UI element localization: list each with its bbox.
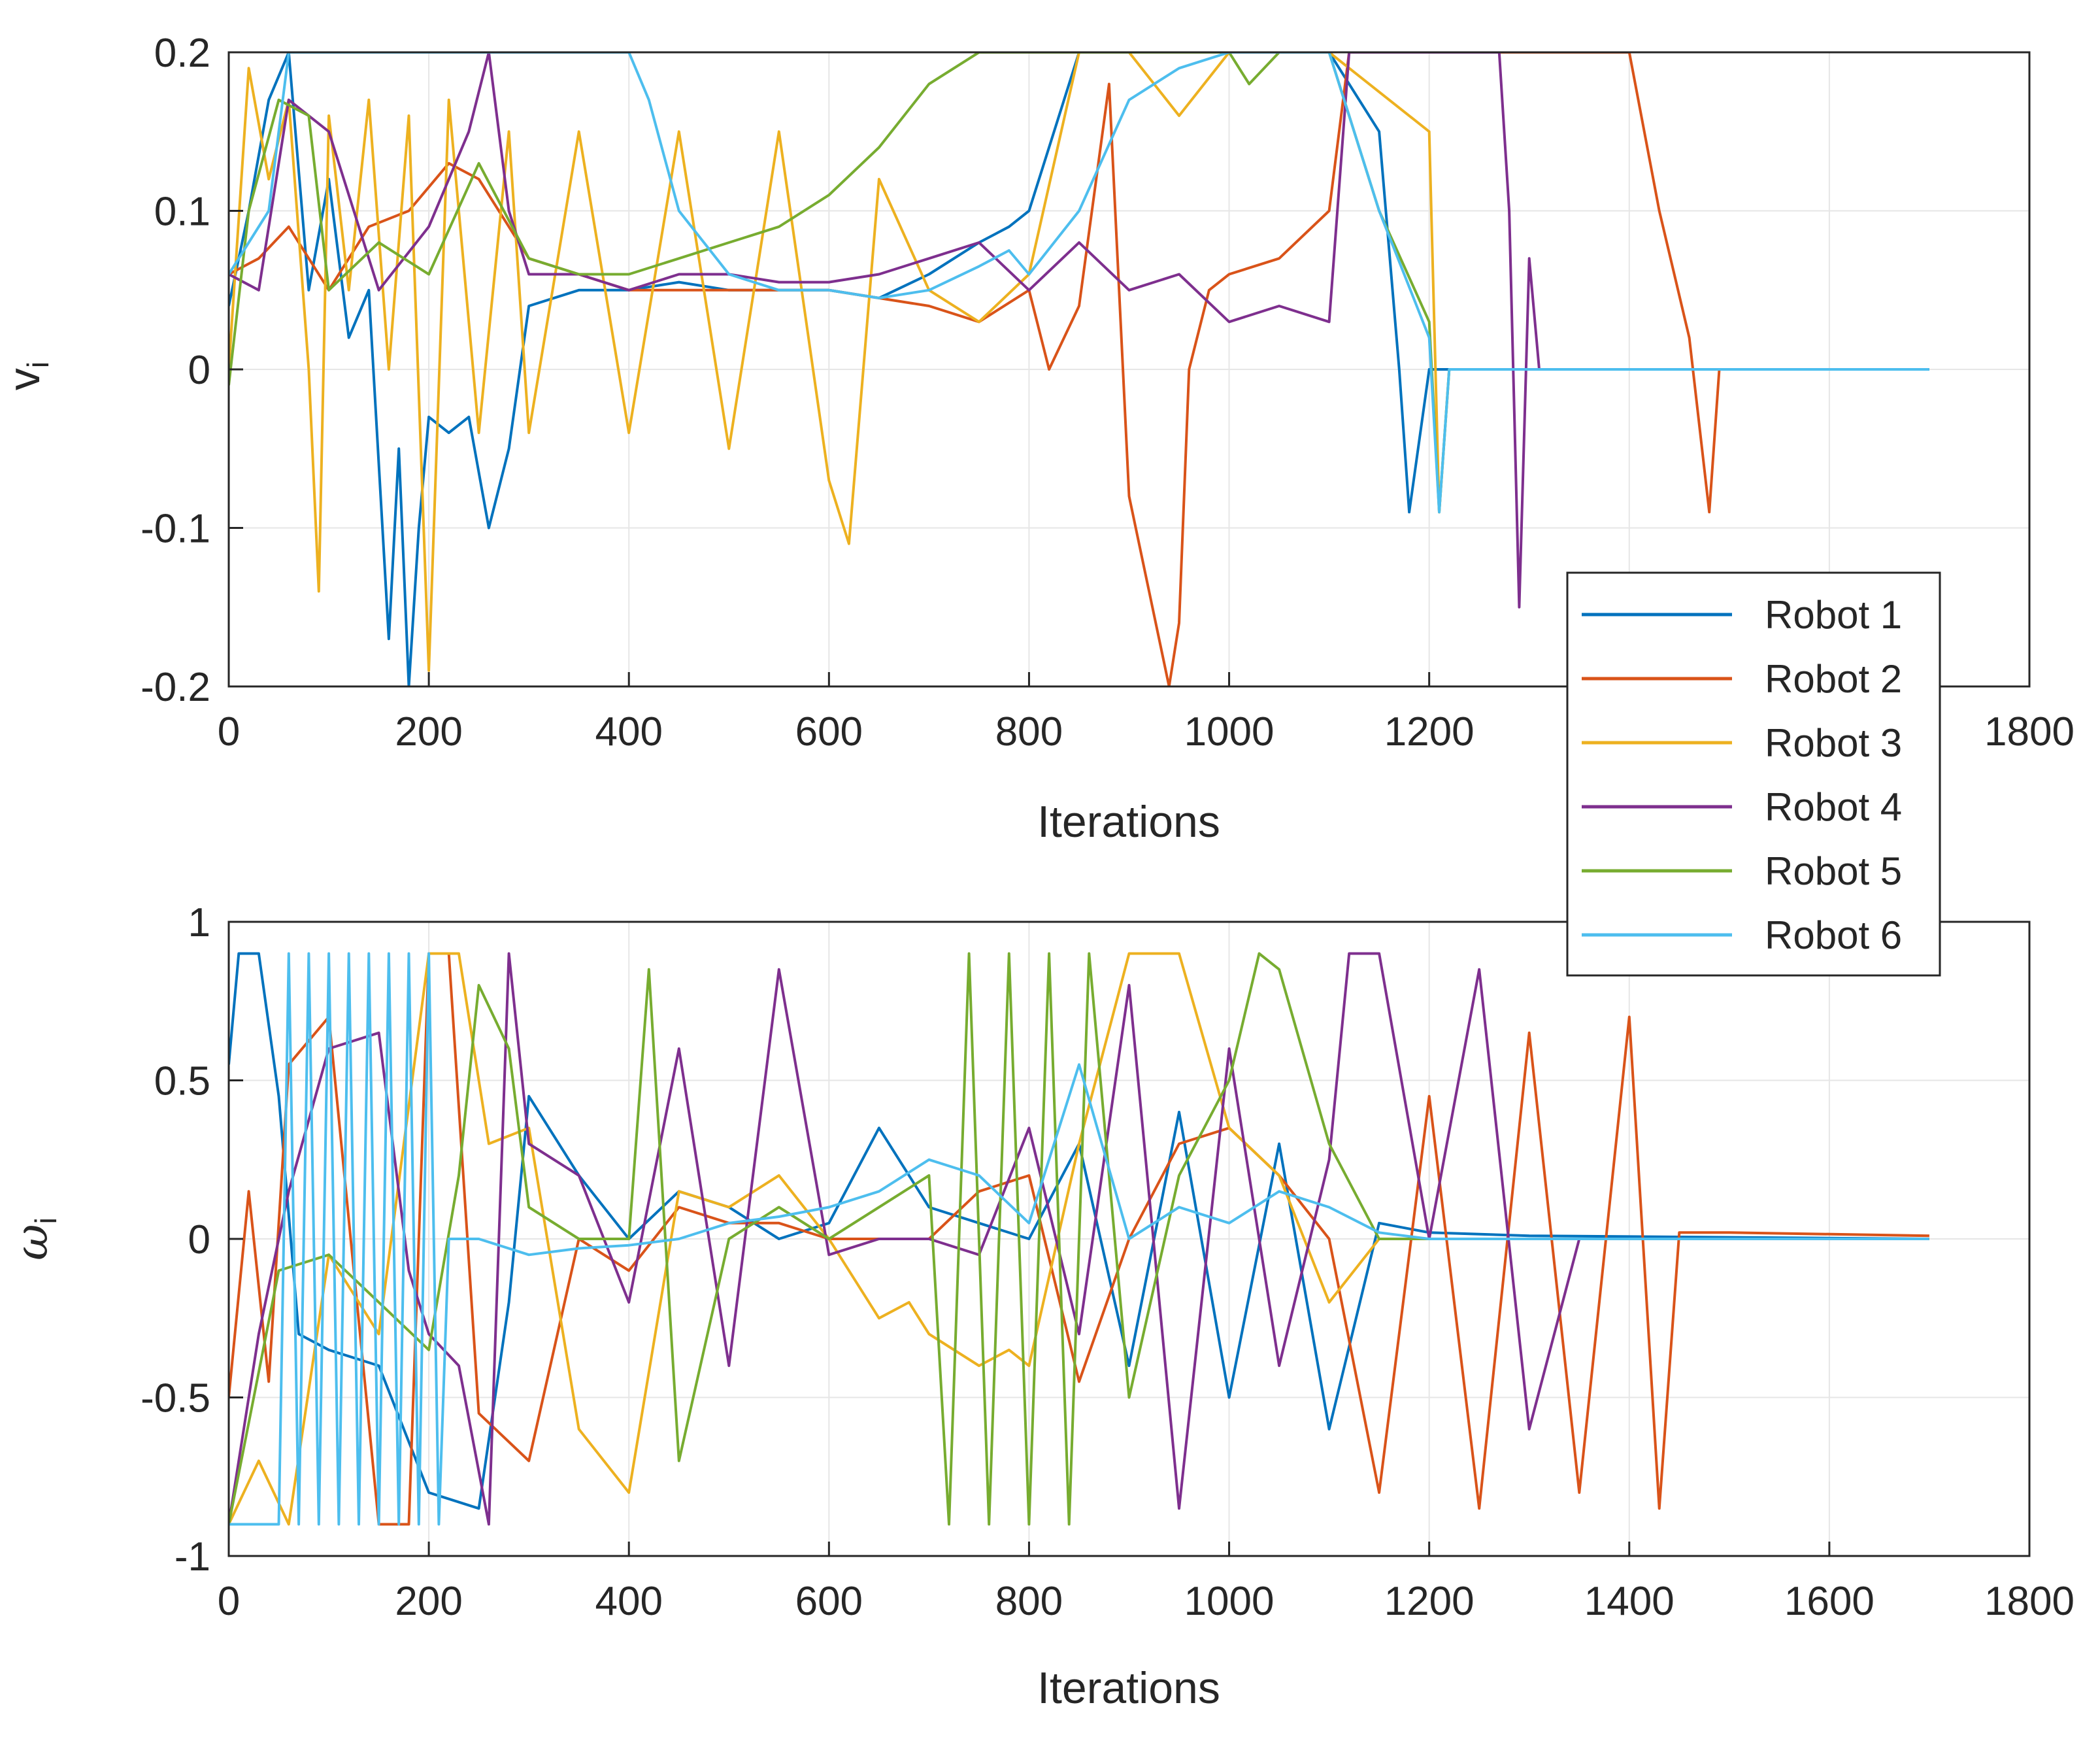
top-x-tick-label: 800 <box>995 709 1063 754</box>
top-x-tick-label: 1200 <box>1384 709 1475 754</box>
top-y-tick-label: -0.1 <box>141 507 210 552</box>
top-x-tick-label: 1000 <box>1184 709 1275 754</box>
legend-box <box>1566 571 1941 977</box>
legend: Robot 1 Robot 2 Robot 3 Robot 4 Robot 5 Robot… <box>1566 571 1941 977</box>
bottom-x-tick-label: 400 <box>595 1579 662 1624</box>
top-series-line-robot-5 <box>229 52 1451 514</box>
bottom-x-tick-label: 1800 <box>1984 1579 2075 1624</box>
legend-label-robot-6: Robot 6 <box>1765 913 1902 957</box>
bottom-y-tick-label: 1 <box>188 900 210 945</box>
bottom-x-tick-label: 600 <box>795 1579 863 1624</box>
top-x-tick-label: 1800 <box>1984 709 2075 754</box>
top-y-tick-label: -0.2 <box>141 665 210 710</box>
bottom-x-tick-label: 1200 <box>1384 1579 1475 1624</box>
bottom-x-tick-label: 1600 <box>1784 1579 1875 1624</box>
top-series-lines <box>229 52 1929 686</box>
bottom-series-line-robot-5 <box>229 952 1929 1526</box>
top-y-tick-label: 0 <box>188 348 210 393</box>
top-x-tick-label: 600 <box>795 709 863 754</box>
top-x-axis-label: Iterations <box>1037 797 1220 847</box>
bottom-series-line-robot-6 <box>229 952 1929 1526</box>
bottom-y-tick-label: 0 <box>188 1217 210 1262</box>
bottom-y-tick-label: 0.5 <box>154 1059 210 1104</box>
legend-label-robot-4: Robot 4 <box>1765 785 1902 829</box>
top-x-tick-label: 200 <box>395 709 462 754</box>
top-panel: 020040060080010001200140016001800-0.2-0.… <box>0 31 2075 847</box>
legend-label-robot-3: Robot 3 <box>1765 721 1902 765</box>
top-series-line-robot-6 <box>229 52 1929 514</box>
bottom-series-line-robot-3 <box>229 952 1929 1526</box>
top-x-tick-label: 0 <box>218 709 240 754</box>
top-series-line-robot-2 <box>229 52 1721 686</box>
bottom-y-axis-label: ωi <box>7 1217 63 1260</box>
bottom-x-tick-label: 1000 <box>1184 1579 1275 1624</box>
top-y-tick-label: 0.1 <box>154 190 210 235</box>
top-y-axis-label: vi <box>0 362 55 390</box>
top-y-tick-label: 0.2 <box>154 31 210 76</box>
bottom-panel: 0 200 400 600 800 1000 1200 1400 1600 1800 -1 -0.5 0… <box>7 900 2075 1713</box>
legend-label-robot-1: Robot 1 <box>1765 593 1902 637</box>
top-series-line-robot-4 <box>229 52 1541 609</box>
bottom-y-tick-label: -1 <box>175 1534 210 1580</box>
top-series-line-robot-1 <box>229 52 1929 686</box>
bottom-series-lines <box>229 952 1929 1526</box>
top-x-tick-label: 400 <box>595 709 662 754</box>
bottom-x-tick-label: 800 <box>995 1579 1063 1624</box>
bottom-x-axis-label: Iterations <box>1037 1663 1220 1713</box>
bottom-series-line-robot-4 <box>229 952 1929 1526</box>
bottom-y-tick-label: -0.5 <box>141 1376 210 1421</box>
bottom-x-tick-label: 200 <box>395 1579 462 1624</box>
legend-label-robot-5: Robot 5 <box>1765 849 1902 893</box>
top-ticks: 020040060080010001200140016001800-0.2-0.… <box>141 31 2075 754</box>
top-series-line-robot-3 <box>229 52 1451 672</box>
bottom-x-tick-label: 1400 <box>1584 1579 1675 1624</box>
bottom-x-tick-label: 0 <box>218 1579 240 1624</box>
bottom-ticks: 0 200 400 600 800 1000 1200 1400 1600 1800 -1 -0.5 0… <box>141 900 2075 1624</box>
legend-items: Robot 1 Robot 2 Robot 3 Robot 4 Robot 5 Robot… <box>1582 593 1902 957</box>
bottom-series-line-robot-1 <box>229 952 1929 1510</box>
legend-label-robot-2: Robot 2 <box>1765 657 1902 701</box>
